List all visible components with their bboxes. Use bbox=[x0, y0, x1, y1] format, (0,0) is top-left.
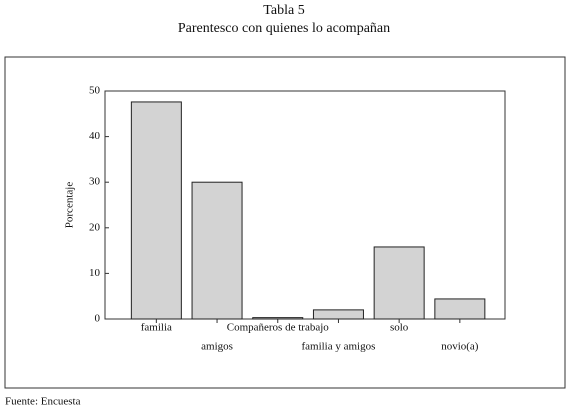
chart-frame bbox=[4, 56, 566, 389]
x-tick-label: novio(a) bbox=[441, 341, 479, 353]
y-tick-label: 50 bbox=[89, 85, 101, 97]
bar bbox=[252, 317, 304, 320]
bar bbox=[191, 181, 243, 320]
x-tick-label: solo bbox=[390, 322, 409, 334]
source-note: Fuente: Encuesta bbox=[5, 396, 81, 408]
plot-frame bbox=[104, 90, 506, 320]
y-axis-label: Porcentaje bbox=[64, 182, 76, 229]
y-tick-label: 10 bbox=[89, 267, 101, 279]
bar bbox=[130, 101, 182, 320]
bar bbox=[434, 298, 486, 320]
y-tick-label: 0 bbox=[95, 313, 101, 325]
x-tick-label: familia bbox=[141, 322, 172, 334]
chart-subtitle: Parentesco con quienes lo acompañan bbox=[178, 21, 390, 36]
bar bbox=[312, 309, 364, 320]
x-tick-label: Compañeros de trabajo bbox=[227, 322, 330, 334]
chart-title: Tabla 5 bbox=[263, 3, 304, 18]
x-tick-label: amigos bbox=[201, 341, 233, 353]
y-tick-label: 40 bbox=[89, 130, 101, 142]
x-tick-label: familia y amigos bbox=[301, 341, 375, 353]
y-tick-label: 20 bbox=[89, 221, 101, 233]
y-tick-label: 30 bbox=[89, 176, 101, 188]
bar bbox=[373, 246, 425, 320]
